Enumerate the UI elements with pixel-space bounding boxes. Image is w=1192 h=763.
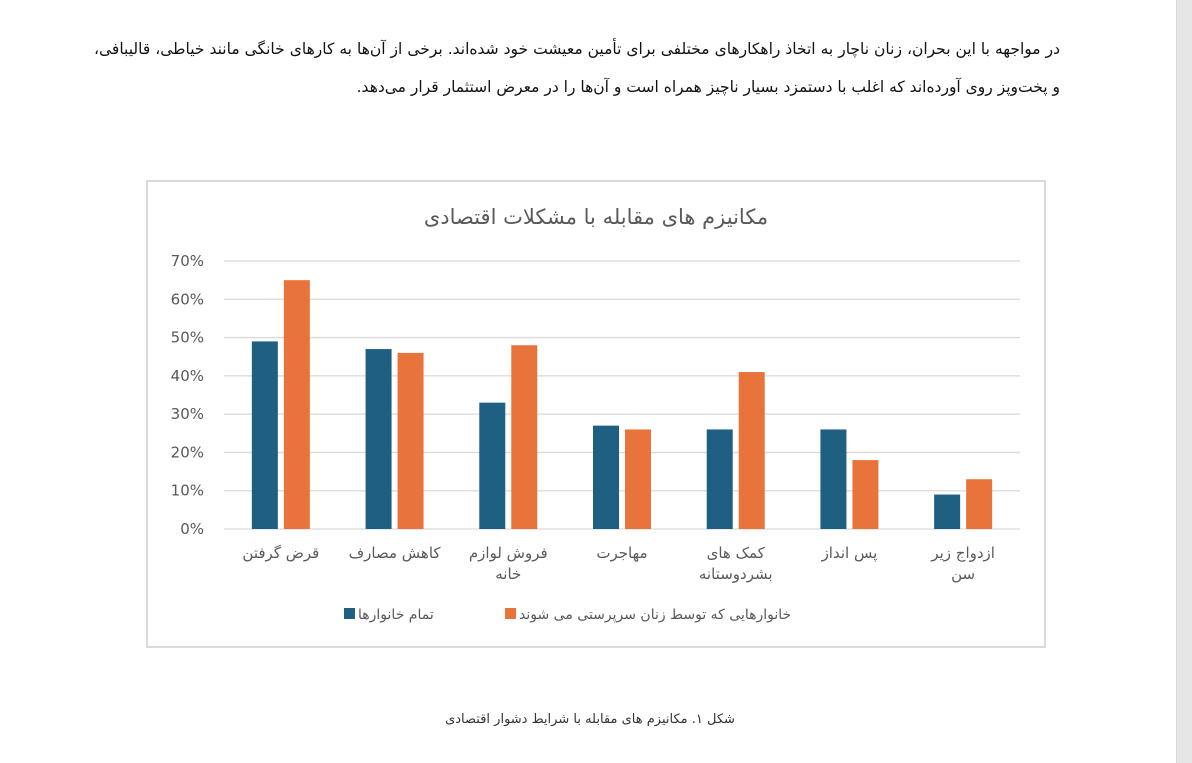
bar-female-headed-households [511, 345, 538, 529]
category-label: پس انداز [821, 544, 878, 563]
bar-female-headed-households [283, 280, 310, 529]
category-label: خانه [495, 565, 521, 583]
y-tick-label: 40% [171, 367, 204, 385]
category-label: سن [951, 565, 975, 583]
category-label: کمک های [707, 544, 766, 562]
bar-female-headed-households [738, 372, 765, 529]
category-label: ازدواج زیر [930, 544, 995, 563]
category-label: بشردوستانه [699, 565, 773, 583]
y-tick-label: 70% [171, 252, 204, 270]
bar-all-households [251, 341, 278, 529]
y-tick-label: 0% [180, 520, 204, 538]
bar-female-headed-households [966, 479, 993, 529]
bar-all-households [479, 402, 506, 529]
y-tick-label: 60% [171, 290, 204, 308]
legend-label: تمام خانوارها [358, 607, 434, 623]
bar-all-households [593, 425, 619, 529]
bar-all-households [706, 429, 733, 529]
bar-female-headed-households [397, 352, 424, 529]
body-paragraph: در مواجهه با این بحران، زنان ناچار به ات… [94, 40, 1060, 96]
y-tick-label: 20% [171, 443, 204, 461]
chart-container: مکانیزم های مقابله با مشکلات اقتصادی 0% 10… [146, 180, 1046, 648]
bar-female-headed-households [852, 460, 879, 529]
bar-all-households [934, 494, 961, 529]
category-label: کاهش مصارف [349, 544, 442, 562]
bar-female-headed-households [625, 429, 651, 529]
y-tick-label: 50% [171, 329, 204, 347]
legend-swatch [344, 608, 355, 619]
legend-swatch [505, 608, 516, 619]
category-label: فروش لوازم [469, 544, 548, 562]
figure-caption: شکل ۱. مکانیزم های مقابله با شرایط دشوار… [445, 712, 735, 727]
y-tick-label: 30% [171, 405, 204, 423]
category-label: قرض گرفتن [242, 544, 319, 562]
page-edge-strip [1176, 0, 1192, 763]
bar-all-households [365, 349, 392, 529]
y-tick-label: 10% [171, 482, 204, 500]
bar-chart: مکانیزم های مقابله با مشکلات اقتصادی 0% 10… [171, 205, 1020, 623]
chart-title: مکانیزم های مقابله با مشکلات اقتصادی [424, 205, 768, 229]
category-label: مهاجرت [596, 544, 647, 562]
legend-label: خانوارهایی که توسط زنان سرپرستی می شوند [519, 607, 791, 623]
bar-all-households [820, 429, 847, 529]
